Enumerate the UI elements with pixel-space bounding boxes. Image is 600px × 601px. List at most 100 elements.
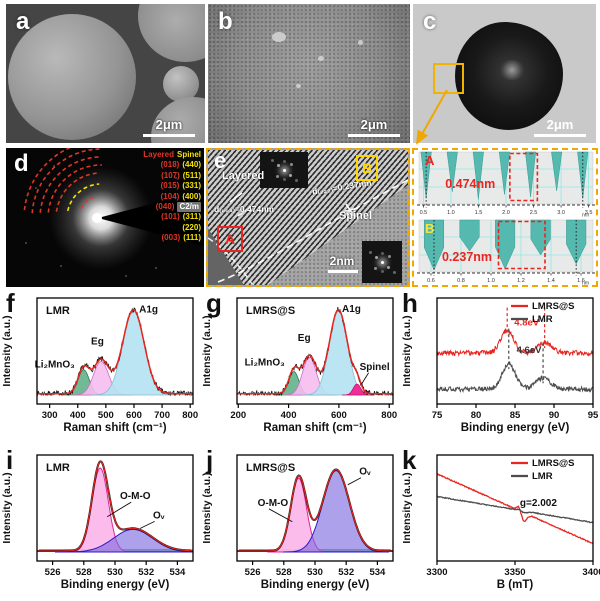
o1s-chart-lmr: LMR O-M-O Oᵥ 526 528 530 532 534 Binding energy … xyxy=(0,448,200,601)
panel-b-sem-image: b 2μm xyxy=(208,4,410,143)
x-axis-label: Raman shift (cm⁻¹) xyxy=(63,422,166,434)
epr-trace xyxy=(436,495,593,524)
intensity-profile-b: 0.237nm B 0.6 0.8 1.0 1.2 1.4 1.6 nm xyxy=(414,219,596,285)
energy-annotation: 4.6eV xyxy=(517,345,542,356)
spinel-region-label: Spinel xyxy=(339,210,373,222)
epr-plot: g=2.002 LMRS@S LMR 3300 3350 3400 B (mT) Intens… xyxy=(401,454,600,591)
x-axis-label: Binding energy (eV) xyxy=(61,579,170,591)
profile-tick-label: 0.8 xyxy=(457,278,465,284)
x-tick-label: 528 xyxy=(276,567,292,578)
epr-trace xyxy=(436,473,594,545)
diffraction-ring-arc xyxy=(23,148,72,211)
peak-annotation: A1g xyxy=(139,305,158,316)
o1s-chart-lmrs: LMRS@S O-M-O Oᵥ 526 528 530 532 534 Binding ener… xyxy=(200,448,400,601)
profile-tick-label: 0.6 xyxy=(427,278,435,284)
panel-letter-k: k xyxy=(402,448,417,475)
x-axis-label: B (mT) xyxy=(497,579,534,591)
saed-index-legend: Layered Spinel (018) (440) (107) (511) (015) (3… xyxy=(143,150,201,244)
diffraction-ring-arc xyxy=(39,156,102,213)
x-tick-label: 800 xyxy=(182,410,198,421)
peak-annotation: Oᵥ xyxy=(153,510,165,521)
profile-spike xyxy=(498,151,510,195)
x-tick-label: 75 xyxy=(432,410,443,421)
intensity-profile-plot: 0.474nm A 0.5 1.0 1.5 2.0 2.5 3.0 3.5nm xyxy=(417,151,595,219)
region-b-box: B xyxy=(356,155,378,181)
x-axis-label: Binding energy (eV) xyxy=(261,579,370,591)
spacing-highlight-box xyxy=(509,152,539,202)
peak-annotation: O-M-O xyxy=(258,498,289,509)
x-tick-label: 532 xyxy=(138,567,154,578)
profile-tick-label: 1.6 xyxy=(577,278,585,284)
x-axis-label: Raman shift (cm⁻¹) xyxy=(263,422,366,434)
scalebar-b-bar xyxy=(348,134,400,137)
sample-name: LMRS@S xyxy=(246,305,295,317)
saed-index-spinel: (331) xyxy=(182,181,201,191)
scalebar-c: 2μm xyxy=(534,117,586,137)
fft-inset-spinel xyxy=(362,241,402,283)
diffraction-ring-arc xyxy=(47,164,102,213)
y-axis-label: Intensity (a.u.) xyxy=(401,315,413,386)
spacing-highlight-box xyxy=(497,220,546,270)
fft-spots xyxy=(282,168,286,172)
sem-sphere-large xyxy=(8,14,136,140)
profile-spike xyxy=(566,219,587,265)
surface-particle xyxy=(358,40,363,45)
sample-name: LMRS@S xyxy=(246,462,295,474)
profile-label: B xyxy=(425,221,434,236)
profile-spike xyxy=(459,219,480,252)
x-tick-label: 700 xyxy=(154,410,170,421)
panel-h-xps-chart: 4.8eV 4.6eV LMRS@S LMR 75 80 85 90 95 Binding ene… xyxy=(400,291,600,444)
saed-index-layered: (040) xyxy=(155,201,175,211)
peak-annotation: Li₂MnO₃ xyxy=(35,359,76,370)
profile-spike xyxy=(423,219,445,271)
saed-index-layered: (003) xyxy=(161,233,181,243)
profile-spike xyxy=(495,219,516,270)
spacing-annotation: 0.474nm xyxy=(445,177,495,191)
peak-annotation: Eg xyxy=(91,337,104,348)
panel-i-o1s-lmr: LMR O-M-O Oᵥ 526 528 530 532 534 Binding energy … xyxy=(0,448,200,601)
x-tick-label: 80 xyxy=(471,410,482,421)
saed-index-layered: (107) xyxy=(161,170,180,180)
diffraction-ring-arc xyxy=(80,195,96,210)
panel-letter-b: b xyxy=(218,8,233,35)
profile-tick-label: 2.0 xyxy=(502,210,510,216)
scalebar-c-label: 2μm xyxy=(546,117,574,132)
peak-annotation: Oᵥ xyxy=(359,467,371,478)
saed-diffraction-graphic xyxy=(23,148,204,277)
saed-index-layered: (015) xyxy=(160,181,180,191)
scalebar-e: 2nm xyxy=(326,254,358,273)
profile-label: A xyxy=(425,153,435,168)
scalebar-e-label: 2nm xyxy=(329,254,355,268)
panel-letter-h: h xyxy=(402,291,418,318)
fft-inset-layered xyxy=(260,152,308,188)
panel-j-o1s-lmrs: LMRS@S O-M-O Oᵥ 526 528 530 532 534 Binding ener… xyxy=(200,448,400,601)
fft-spots xyxy=(380,260,384,264)
energy-annotation: 4.8eV xyxy=(514,317,539,328)
x-tick-label: 534 xyxy=(169,567,186,578)
x-tick-label: 530 xyxy=(307,567,323,578)
x-tick-label: 600 xyxy=(126,410,142,421)
panel-letter-i: i xyxy=(6,448,14,475)
xps-trace xyxy=(436,328,594,358)
peak-annotation: O-M-O xyxy=(120,491,151,502)
raman-chart-lmr: LMR Li₂MnO₃ Eg A1g 300 400 500 600 700 800 Raman s… xyxy=(0,291,200,444)
xps-trace xyxy=(436,360,594,393)
sample-name: LMR xyxy=(46,305,70,317)
profile-tick-label: 1.4 xyxy=(547,278,555,284)
panel-letter-a: a xyxy=(16,8,30,35)
surface-particle xyxy=(272,32,286,42)
saed-index-spinel: (111) xyxy=(183,233,201,243)
fit-envelope xyxy=(237,468,393,552)
scalebar-a-label: 2μm xyxy=(155,117,183,132)
peak-annotation: Li₂MnO₃ xyxy=(245,358,286,369)
scalebar-e-bar xyxy=(328,270,358,273)
x-tick-label: 3300 xyxy=(426,567,447,578)
profile-tick-label: 1.5 xyxy=(475,210,483,216)
x-tick-label: 200 xyxy=(230,410,246,421)
panel-letter-e: e xyxy=(214,148,227,173)
sem-sphere-top-right xyxy=(138,4,205,62)
d-spacing-layered-label: d₍₀₀₃₎=0.474nm xyxy=(214,204,274,214)
profile-spike xyxy=(446,151,458,193)
raman-plot: LMR Li₂MnO₃ Eg A1g 300 400 500 600 700 800 Raman s… xyxy=(1,297,198,434)
